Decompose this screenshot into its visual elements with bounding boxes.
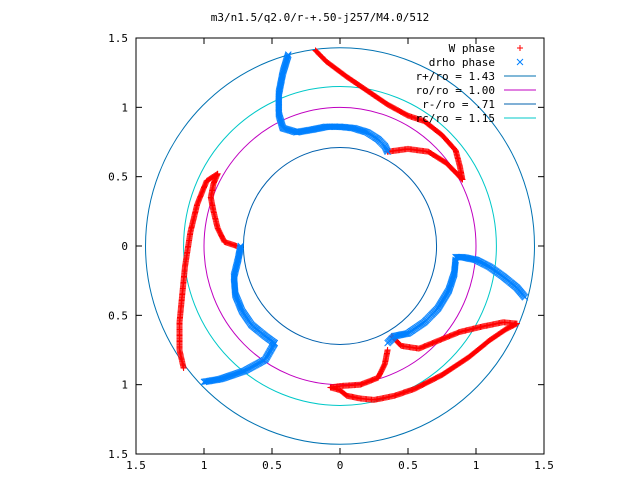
legend-label: W phase — [449, 42, 495, 55]
w-phase-point — [458, 175, 465, 182]
y-tick-label: 1 — [121, 101, 128, 114]
w-phase-point — [459, 176, 466, 183]
chart-title: m3/n1.5/q2.0/r-+.50-j257/M4.0/512 — [211, 11, 430, 24]
drho-phase-point — [384, 148, 391, 156]
drho-phase-point — [202, 378, 210, 385]
w-phase-point — [213, 171, 220, 178]
w-phase-point — [517, 45, 523, 51]
x-tick-label: 1 — [201, 459, 208, 472]
circle-0 — [145, 47, 535, 445]
x-tick-label: 0 — [337, 459, 344, 472]
w-phase-point — [327, 384, 334, 391]
w-phase-point — [513, 320, 520, 327]
y-tick-label: 1.5 — [108, 32, 128, 45]
legend-label: rc/ro = 1.15 — [416, 112, 495, 125]
x-tick-label: 0.5 — [398, 459, 418, 472]
w-phase-point — [214, 170, 221, 177]
y-tick-label: 1 — [121, 379, 128, 392]
y-tick-label: 1.5 — [108, 448, 128, 461]
x-tick-label: 1.5 — [534, 459, 554, 472]
circle-2 — [242, 147, 438, 345]
x-tick-label: 0.5 — [262, 459, 282, 472]
y-tick-label: 0.5 — [108, 309, 128, 322]
y-tick-label: 0.5 — [108, 171, 128, 184]
legend-label: r-/ro = .71 — [422, 98, 495, 111]
circle-3 — [183, 86, 497, 406]
legend-label: r+/ro = 1.43 — [416, 70, 495, 83]
x-tick-label: 1 — [473, 459, 480, 472]
drho-phase-point — [200, 378, 208, 386]
drho-phase-point — [516, 58, 524, 66]
drho-phase-point — [521, 293, 529, 301]
drho-phase-point — [384, 339, 391, 347]
legend-label: ro/ro = 1.00 — [416, 84, 495, 97]
drho-phase-point — [362, 128, 370, 136]
x-tick-label: 1.5 — [126, 459, 146, 472]
legend-label: drho phase — [429, 56, 495, 69]
data-series — [176, 47, 529, 403]
reference-circles — [145, 47, 535, 445]
y-tick-label: 0 — [121, 240, 128, 253]
drho-phase-point — [201, 378, 209, 386]
axis-ticks: 1.5 1 0.5 0 0.5 1 1.51.510.500.511.5 — [108, 32, 554, 472]
series-0 — [176, 47, 520, 403]
drho-phase-point — [392, 332, 399, 340]
series-1 — [200, 51, 529, 386]
